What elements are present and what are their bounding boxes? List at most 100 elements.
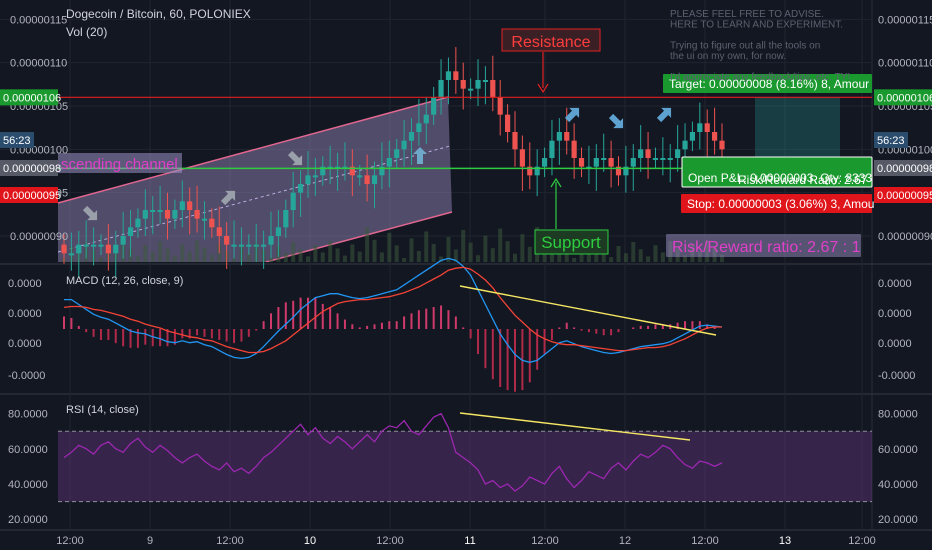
candle[interactable] — [416, 99, 422, 146]
candle[interactable] — [371, 161, 378, 209]
candle[interactable] — [593, 144, 599, 191]
resistance-price-badge-right[interactable]: 0.00000106 — [874, 89, 932, 106]
candle[interactable] — [238, 227, 245, 266]
candle[interactable] — [364, 154, 370, 202]
stop-price-badge-right[interactable]: 0.00000095 — [874, 187, 932, 203]
macd-divergence-trendline[interactable] — [459, 285, 717, 336]
candle[interactable] — [120, 211, 126, 259]
candle[interactable] — [460, 62, 466, 110]
candle[interactable] — [541, 147, 548, 178]
candle[interactable] — [615, 156, 622, 186]
volume-indicator-label[interactable]: Vol (20) — [66, 25, 107, 39]
candle[interactable] — [667, 144, 673, 183]
candle[interactable] — [660, 137, 666, 176]
candle[interactable] — [83, 220, 89, 259]
candle[interactable] — [445, 57, 452, 105]
candle[interactable] — [638, 125, 644, 172]
candle[interactable] — [512, 111, 518, 167]
candle[interactable] — [438, 59, 444, 115]
countdown-badge-left[interactable]: 56:23 — [0, 132, 34, 148]
candle[interactable] — [689, 121, 696, 152]
candle[interactable] — [401, 119, 407, 167]
candle[interactable] — [475, 59, 481, 106]
candle[interactable] — [630, 144, 636, 191]
candle[interactable] — [468, 78, 474, 100]
open-pl-label[interactable]: Open P&L: 0.00000003, Qty: 8333 — [681, 156, 873, 188]
chart-symbol-title[interactable]: Dogecoin / Bitcoin, 60, POLONIEX — [66, 7, 251, 21]
candle[interactable] — [135, 208, 141, 238]
candle[interactable] — [386, 140, 392, 188]
stop-price-badge-left[interactable]: 0.00000095 — [0, 187, 61, 203]
candle[interactable] — [623, 145, 629, 193]
candle[interactable] — [164, 192, 171, 240]
candle[interactable] — [90, 227, 97, 266]
candle[interactable] — [490, 55, 496, 112]
candle[interactable] — [98, 234, 104, 256]
candle[interactable] — [652, 147, 659, 169]
candle[interactable] — [423, 97, 429, 145]
candle[interactable] — [142, 189, 148, 236]
candle[interactable] — [68, 232, 74, 271]
candle[interactable] — [216, 206, 222, 254]
stop-label[interactable]: Stop: 0.00000003 (3.06%) 3, Amou — [681, 194, 874, 213]
candle[interactable] — [549, 119, 555, 176]
rsi-divergence-trendline[interactable] — [459, 412, 691, 441]
candle[interactable] — [172, 199, 178, 230]
candle[interactable] — [201, 201, 208, 240]
candle[interactable] — [431, 86, 437, 126]
candle[interactable] — [76, 230, 82, 278]
candle[interactable] — [712, 107, 718, 155]
candle[interactable] — [187, 187, 193, 235]
candle[interactable] — [564, 107, 570, 155]
candle[interactable] — [505, 104, 511, 143]
candle[interactable] — [675, 125, 681, 172]
candle[interactable] — [283, 199, 289, 238]
candle[interactable] — [305, 151, 311, 198]
candle[interactable] — [312, 158, 318, 197]
candle[interactable] — [179, 180, 185, 228]
resistance-price-badge-left[interactable]: 0.00000106 — [0, 89, 61, 106]
candle[interactable] — [482, 66, 489, 105]
candle[interactable] — [379, 142, 385, 190]
macd-indicator-label[interactable]: MACD (12, 26, close, 9) — [66, 275, 183, 287]
current-price-badge-right[interactable]: 0.00000098 — [874, 160, 932, 176]
candle[interactable] — [290, 171, 296, 228]
candle[interactable] — [608, 140, 614, 188]
candle[interactable] — [556, 118, 562, 165]
candle[interactable] — [578, 147, 585, 178]
candle[interactable] — [534, 149, 540, 197]
rsi-indicator-label[interactable]: RSI (14, close) — [66, 404, 139, 416]
candle[interactable] — [261, 230, 267, 269]
candle[interactable] — [320, 156, 326, 186]
candle[interactable] — [113, 230, 119, 278]
countdown-badge-right[interactable]: 56:23 — [874, 132, 908, 148]
candle[interactable] — [297, 170, 304, 217]
candle[interactable] — [394, 138, 400, 169]
channel-label[interactable]: scending channel — [58, 153, 182, 173]
candle[interactable] — [150, 196, 156, 235]
candle[interactable] — [127, 210, 134, 257]
risk-reward-ratio-label[interactable]: Risk/Reward ratio: 2.67 : 1 — [666, 234, 861, 257]
candle[interactable] — [408, 118, 415, 165]
candle[interactable] — [586, 145, 592, 184]
support-label[interactable]: Support — [534, 229, 609, 255]
target-label[interactable]: Target: 0.00000008 (8.16%) 8, Amour — [663, 74, 872, 93]
candle[interactable] — [527, 142, 533, 190]
current-price-badge-left[interactable]: 0.00000098 — [0, 160, 61, 176]
candle[interactable] — [105, 223, 111, 271]
candle[interactable] — [253, 223, 259, 262]
candle[interactable] — [645, 132, 651, 179]
candle[interactable] — [246, 234, 252, 256]
candle[interactable] — [231, 220, 237, 259]
candle[interactable] — [275, 210, 281, 257]
candle[interactable] — [194, 185, 200, 233]
candle[interactable] — [349, 149, 355, 197]
candle[interactable] — [209, 208, 215, 238]
candle[interactable] — [697, 102, 703, 150]
candle[interactable] — [571, 123, 577, 179]
candle[interactable] — [268, 211, 274, 259]
candle[interactable] — [519, 135, 525, 191]
candle[interactable] — [224, 222, 230, 269]
